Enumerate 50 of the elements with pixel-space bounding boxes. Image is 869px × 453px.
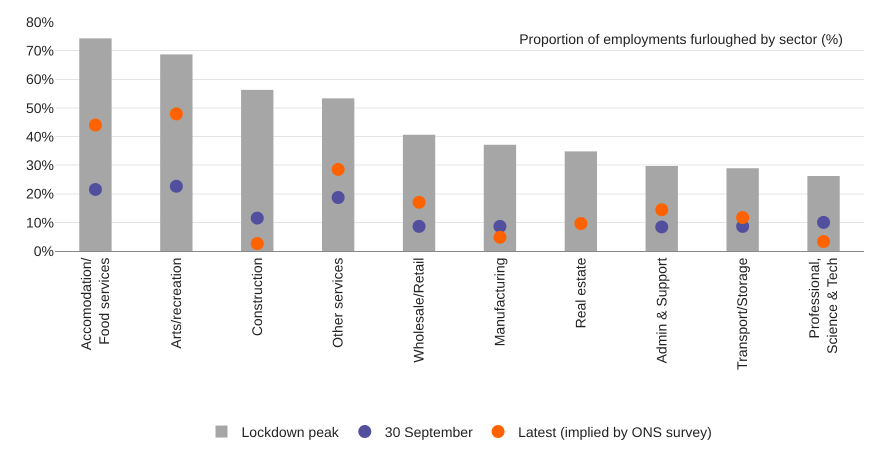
point [817,216,830,229]
point [88,118,102,132]
y-tick-label: 20% [26,186,54,202]
point [655,220,668,234]
x-tick-label: Manufacturing [492,258,508,346]
bar [402,134,436,251]
x-tick-label: Admin & Support [653,258,670,364]
bar [322,98,354,251]
x-tick-label: Transport/Storage [734,257,750,370]
x-tick-label: Other services [330,258,346,348]
point [412,196,426,209]
point [332,190,345,204]
y-tick-label: 50% [26,100,54,116]
x-tick-label: Wholesale/Retail [410,258,427,363]
point [574,217,588,230]
point [736,211,750,224]
point [170,107,183,120]
point [655,203,668,216]
bar [484,144,516,251]
point [817,235,830,248]
x-tick-label: Real estate [572,257,588,328]
x-tick-label: Professional, Science & Tech [806,258,840,354]
bar [646,166,678,251]
legend-label: 30 September [384,424,474,440]
legend-label: Lockdown peak [242,424,340,440]
bar [160,54,193,251]
bar [79,38,112,251]
y-tick-label: 70% [26,42,54,59]
point [250,212,264,225]
point [493,230,506,244]
y-tick-label: 60% [26,71,54,88]
y-tick-label: 0% [34,242,54,259]
x-tick-label: Arts/recreation [168,258,184,349]
point [493,220,506,233]
point [332,162,345,176]
y-tick-label: 30% [26,157,54,174]
bar [241,90,274,251]
bar [726,168,759,251]
bar [564,151,598,251]
y-tick-label: 80% [26,14,54,30]
point [250,237,264,250]
x-tick-label: Construction [248,258,265,336]
point [412,220,426,233]
point [88,182,102,196]
y-tick-label: 40% [26,128,54,144]
y-tick-label: 10% [26,214,54,230]
text: Proportion of employments furloughed by sector (%) [519,30,843,47]
x-tick-label: Accomodation/ Food services [78,257,112,350]
legend-label: Latest (implied by ONS survey) [518,424,712,440]
point [170,180,183,193]
